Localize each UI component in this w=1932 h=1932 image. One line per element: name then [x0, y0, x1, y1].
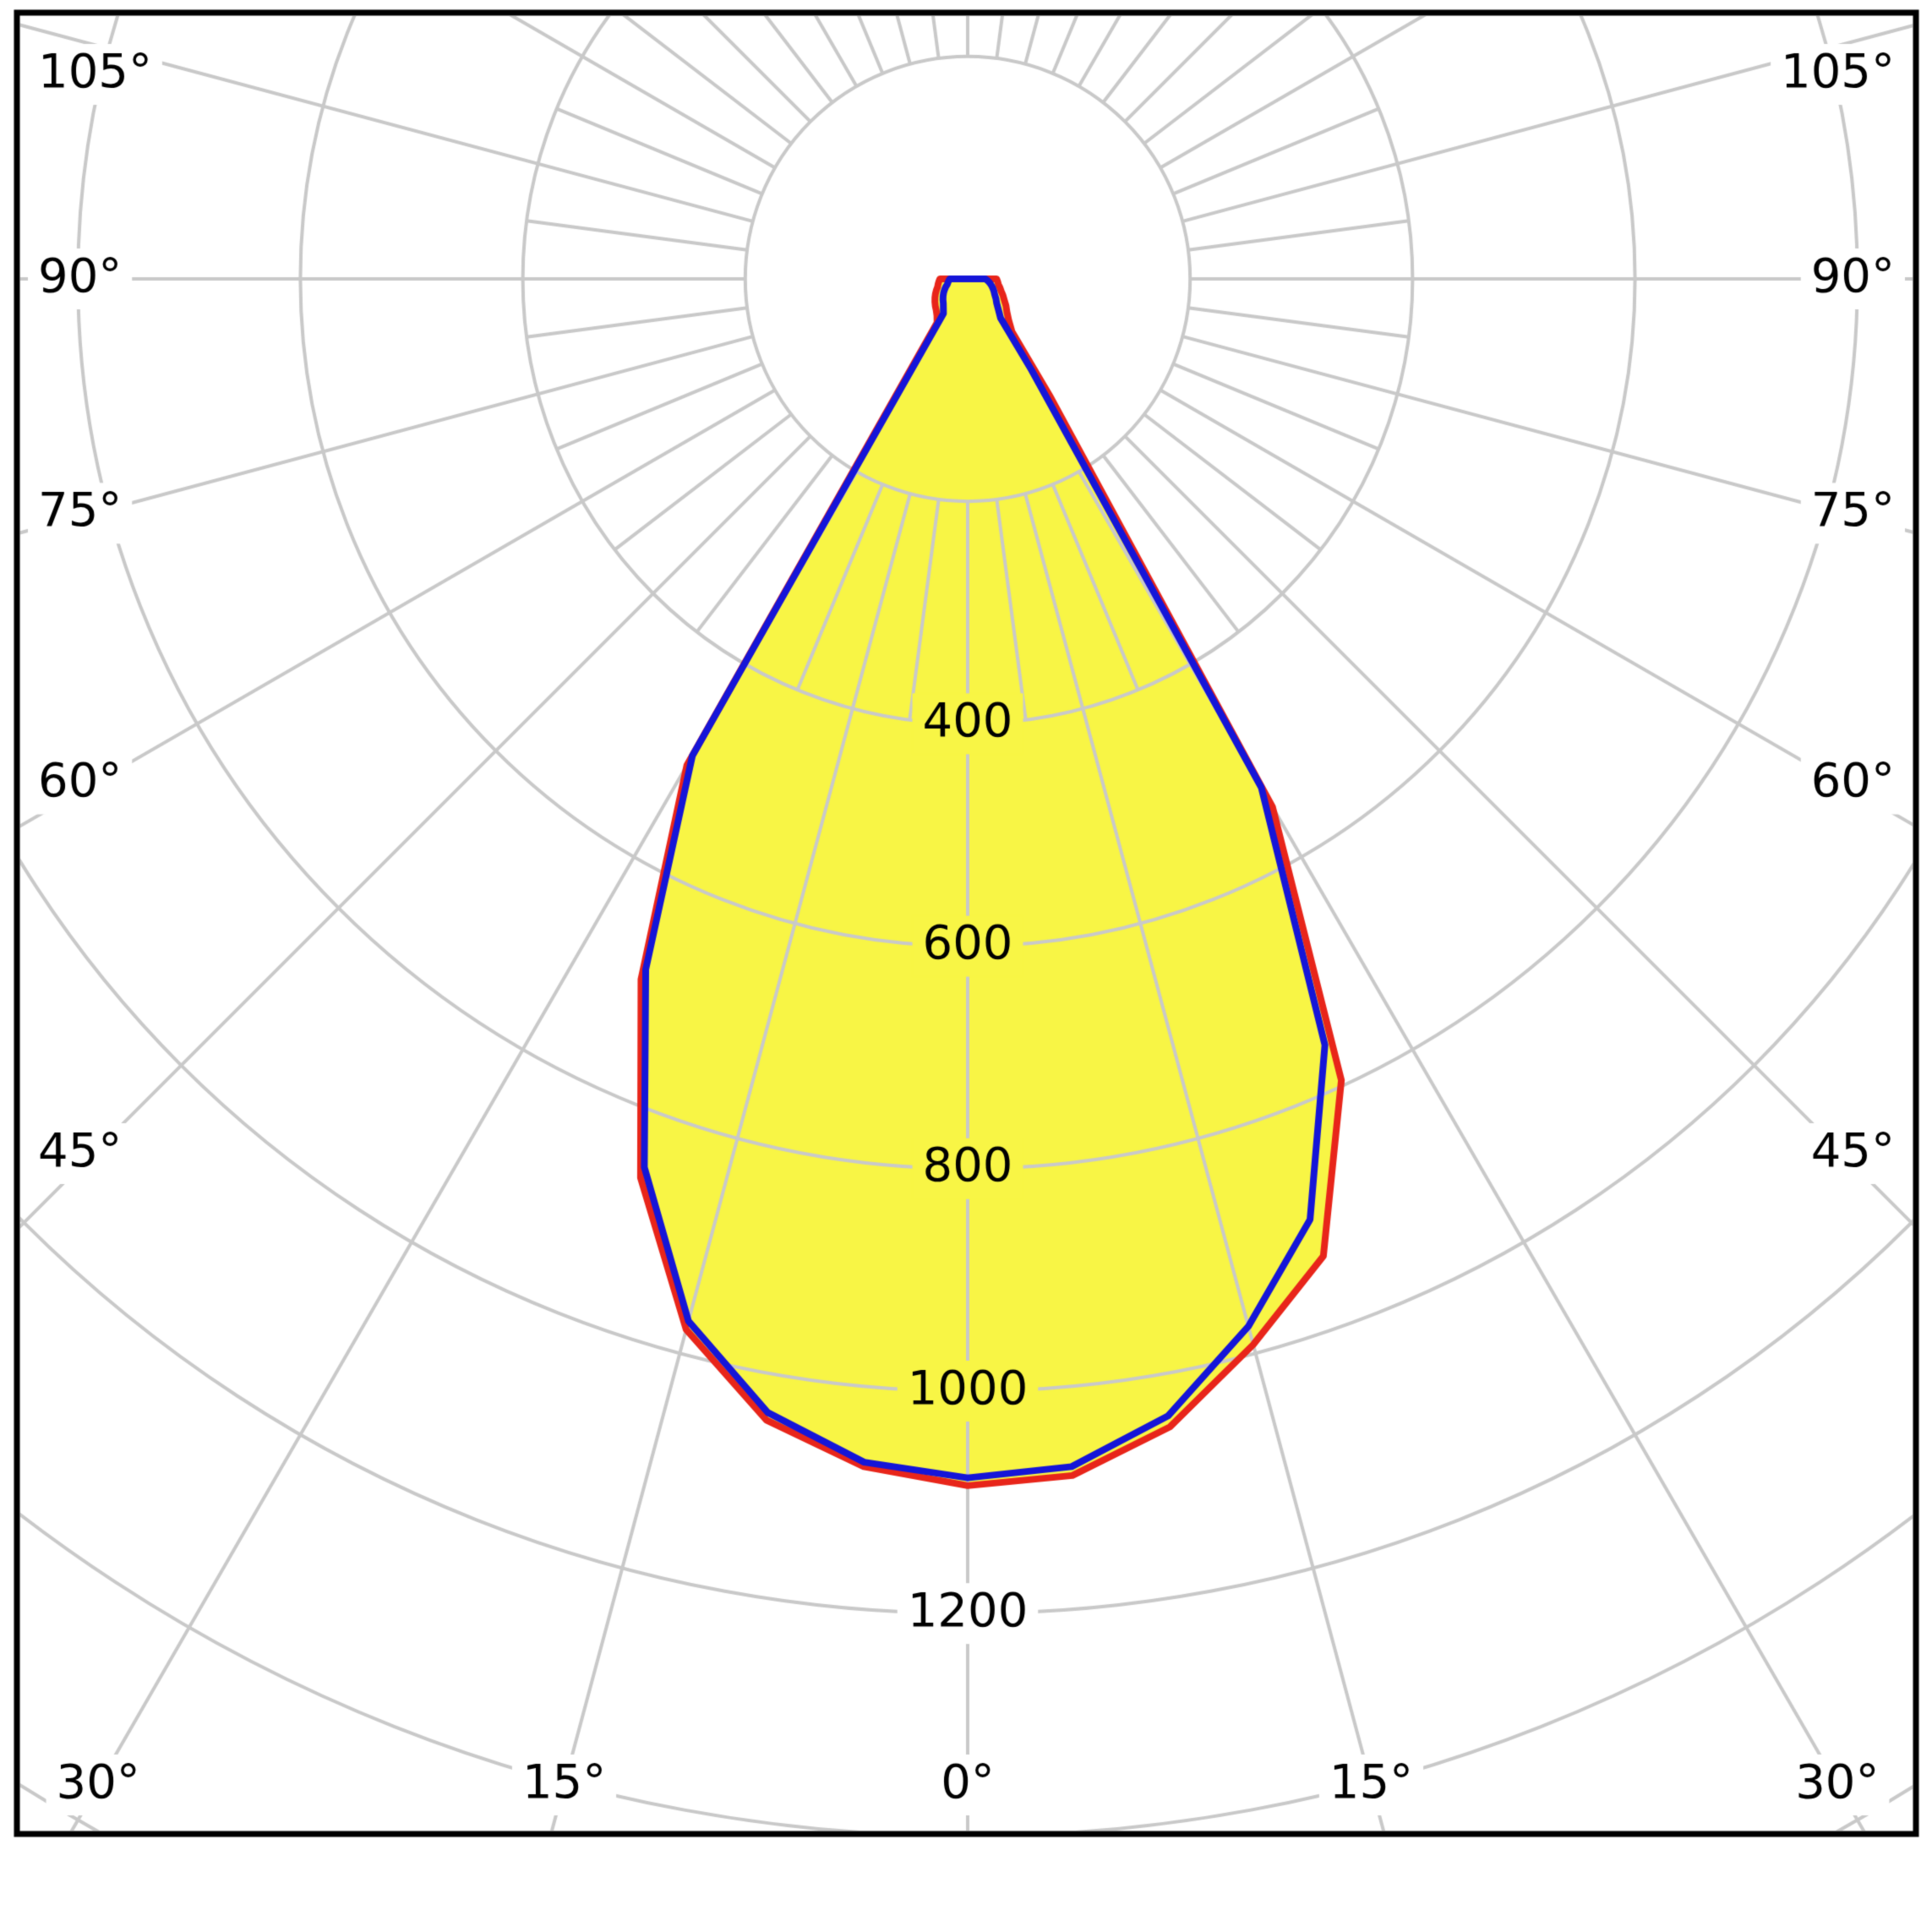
polar-chart-canvas: [0, 0, 1932, 1932]
polar-intensity-diagram: [0, 0, 1932, 1932]
